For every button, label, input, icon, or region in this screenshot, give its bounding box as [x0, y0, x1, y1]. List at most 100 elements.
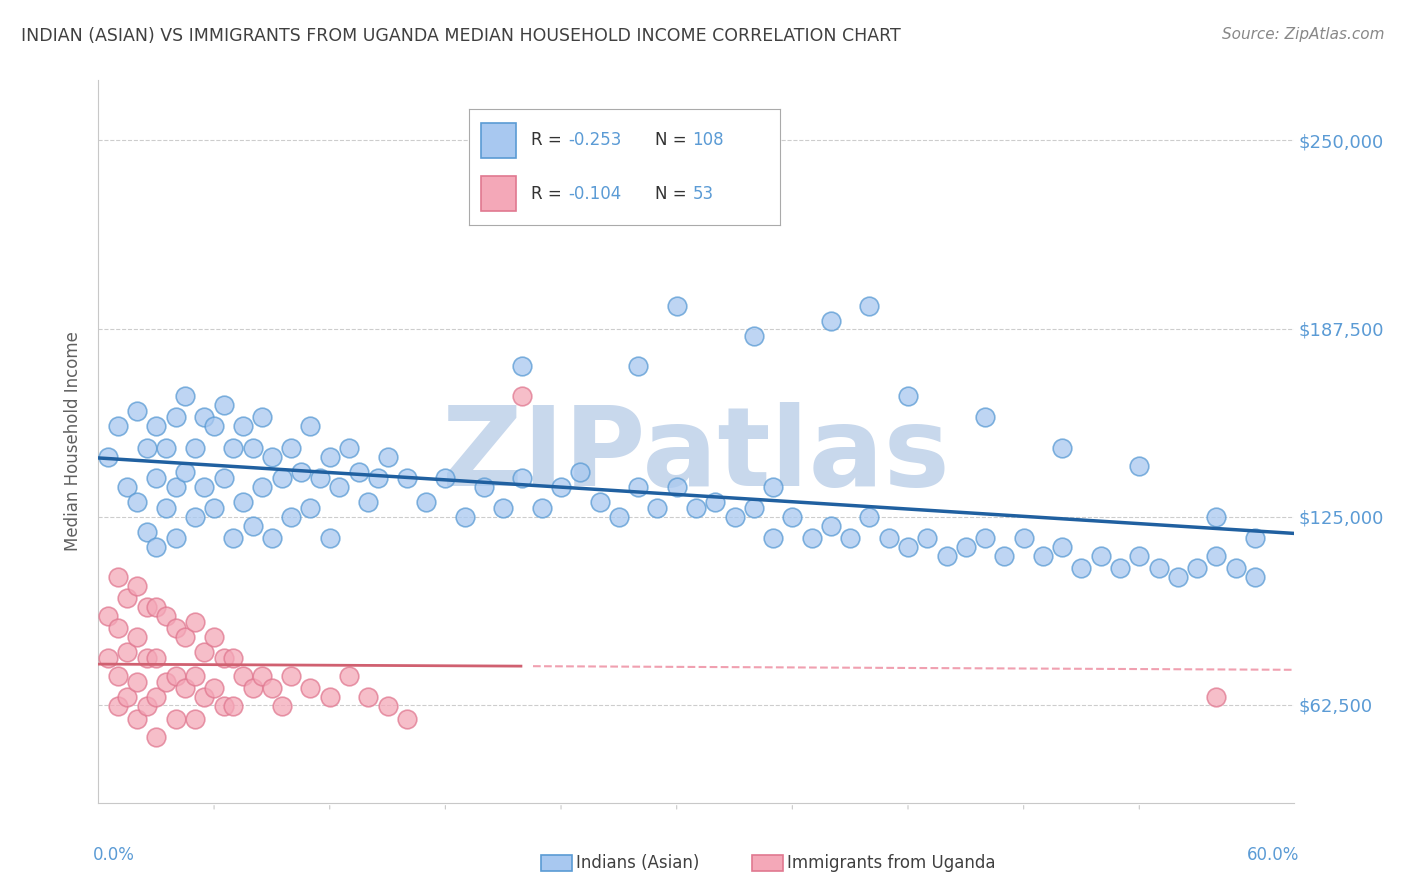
- Point: [328, 480, 350, 494]
- Point: [145, 651, 167, 665]
- Point: [145, 470, 167, 484]
- Point: [319, 450, 342, 464]
- Point: [762, 480, 785, 494]
- Point: [762, 531, 785, 545]
- Point: [212, 651, 235, 665]
- Point: [260, 681, 283, 696]
- Point: [993, 549, 1015, 563]
- Point: [155, 609, 177, 624]
- Point: [1128, 458, 1150, 473]
- Point: [299, 681, 322, 696]
- Point: [260, 450, 283, 464]
- Point: [820, 518, 842, 533]
- Point: [184, 615, 207, 630]
- Point: [367, 470, 389, 484]
- Point: [212, 470, 235, 484]
- Point: [155, 675, 177, 690]
- Point: [280, 441, 302, 455]
- Point: [212, 398, 235, 412]
- Point: [107, 621, 129, 635]
- Point: [1109, 561, 1132, 575]
- Point: [588, 494, 610, 508]
- Point: [1032, 549, 1054, 563]
- Point: [174, 681, 197, 696]
- Point: [184, 441, 207, 455]
- Point: [839, 531, 862, 545]
- Point: [550, 480, 572, 494]
- Point: [107, 570, 129, 584]
- Text: Indians (Asian): Indians (Asian): [576, 854, 700, 871]
- Point: [280, 669, 302, 683]
- Point: [165, 712, 187, 726]
- Point: [309, 470, 332, 484]
- Point: [1244, 531, 1267, 545]
- Point: [1205, 509, 1227, 524]
- Point: [135, 600, 157, 615]
- Text: INDIAN (ASIAN) VS IMMIGRANTS FROM UGANDA MEDIAN HOUSEHOLD INCOME CORRELATION CHA: INDIAN (ASIAN) VS IMMIGRANTS FROM UGANDA…: [21, 27, 901, 45]
- Point: [184, 509, 207, 524]
- Point: [125, 494, 148, 508]
- Point: [492, 500, 515, 515]
- Point: [512, 389, 534, 403]
- Point: [782, 509, 804, 524]
- Point: [665, 299, 688, 313]
- Point: [1185, 561, 1208, 575]
- Point: [685, 500, 707, 515]
- Point: [1070, 561, 1092, 575]
- Point: [357, 494, 380, 508]
- Point: [627, 480, 650, 494]
- Point: [858, 509, 880, 524]
- Point: [347, 465, 370, 479]
- Point: [97, 450, 120, 464]
- Point: [1167, 570, 1189, 584]
- Point: [337, 669, 360, 683]
- Point: [299, 419, 322, 434]
- Point: [530, 500, 553, 515]
- Point: [232, 669, 254, 683]
- Point: [1205, 549, 1227, 563]
- Point: [174, 389, 197, 403]
- Point: [252, 410, 274, 425]
- Point: [222, 699, 245, 714]
- Point: [117, 480, 139, 494]
- Point: [145, 730, 167, 744]
- Point: [107, 419, 129, 434]
- Point: [974, 531, 997, 545]
- Point: [165, 669, 187, 683]
- Point: [174, 465, 197, 479]
- Point: [704, 494, 727, 508]
- Point: [135, 441, 157, 455]
- Point: [820, 314, 842, 328]
- Point: [319, 690, 342, 705]
- Point: [434, 470, 457, 484]
- Text: 0.0%: 0.0%: [93, 847, 135, 864]
- Point: [202, 500, 225, 515]
- Text: ZIPatlas: ZIPatlas: [441, 402, 950, 509]
- Point: [174, 630, 197, 644]
- Point: [145, 419, 167, 434]
- Point: [145, 690, 167, 705]
- Point: [512, 470, 534, 484]
- Point: [125, 712, 148, 726]
- Point: [145, 540, 167, 554]
- Point: [107, 669, 129, 683]
- Point: [193, 480, 215, 494]
- Point: [135, 524, 157, 539]
- Point: [1205, 690, 1227, 705]
- Point: [1225, 561, 1247, 575]
- Point: [117, 645, 139, 659]
- Point: [858, 299, 880, 313]
- Point: [232, 419, 254, 434]
- Point: [1147, 561, 1170, 575]
- Point: [1012, 531, 1035, 545]
- Point: [270, 699, 292, 714]
- Point: [212, 699, 235, 714]
- Point: [242, 441, 264, 455]
- Point: [415, 494, 437, 508]
- Point: [135, 699, 157, 714]
- Point: [202, 681, 225, 696]
- Point: [252, 669, 274, 683]
- Point: [155, 441, 177, 455]
- Text: 60.0%: 60.0%: [1247, 847, 1299, 864]
- Point: [1050, 540, 1073, 554]
